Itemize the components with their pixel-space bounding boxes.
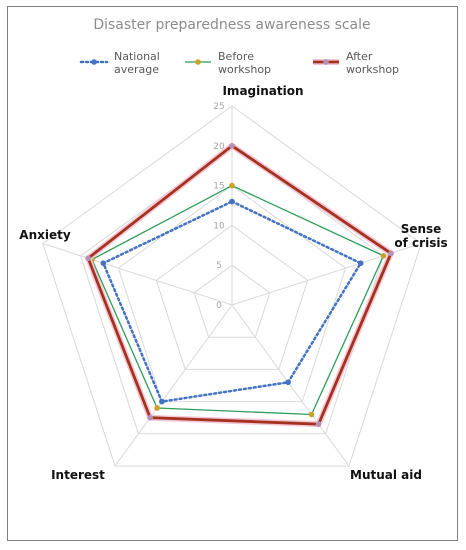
grid-ring-10 [155, 224, 309, 370]
grid-ring-5 [193, 264, 271, 338]
grid-ring-25 [42, 105, 422, 467]
legend-label: workshop [218, 63, 271, 76]
grid-spoke [231, 304, 350, 467]
data-point [147, 414, 153, 421]
chart-title: Disaster preparedness awareness scale [93, 17, 370, 33]
data-point [308, 411, 315, 418]
grid-ring-20 [80, 145, 384, 435]
axis-label: Mutual aid [350, 468, 422, 482]
legend-label: average [114, 63, 159, 76]
legend-label: After [346, 50, 373, 63]
data-point [229, 143, 235, 149]
data-point [315, 421, 322, 427]
tick-label: 15 [213, 182, 224, 192]
tick-label: 20 [213, 142, 225, 152]
data-point [229, 182, 235, 189]
series-line [101, 200, 363, 403]
grid-spoke [42, 243, 233, 306]
axis-label: Interest [51, 468, 105, 482]
series-group [85, 142, 394, 428]
series-glow [85, 142, 394, 428]
legend-marker [323, 59, 329, 65]
legend-label: National [114, 50, 160, 63]
axis-label: Imagination [222, 84, 303, 98]
legend-marker [91, 59, 97, 65]
axis-label: Sense [401, 222, 442, 236]
data-point [85, 255, 91, 262]
data-point [388, 250, 394, 257]
legend-marker [195, 59, 201, 65]
data-point [229, 198, 235, 205]
data-point [285, 379, 291, 386]
data-point [100, 260, 107, 266]
grid-spoke [114, 304, 233, 467]
axis-label: of crisis [394, 236, 447, 250]
legend: NationalaverageBeforeworkshopAfterworksh… [79, 50, 399, 76]
tick-label: 25 [213, 102, 224, 112]
data-point [159, 398, 165, 405]
radar-grid [42, 105, 422, 467]
tick-label: 10 [213, 221, 225, 231]
legend-label: workshop [346, 63, 399, 76]
tick-labels: 0 5 10 15 20 25 [213, 102, 225, 311]
data-point [357, 260, 364, 266]
axis-label: Anxiety [19, 228, 71, 242]
tick-label: 0 [216, 301, 222, 311]
series-line [86, 144, 393, 426]
legend-label: Before [218, 50, 254, 63]
grid-ring-15 [117, 184, 347, 403]
series-line [91, 184, 385, 416]
data-point [154, 405, 160, 411]
data-point [380, 253, 387, 259]
tick-label: 5 [216, 261, 222, 271]
